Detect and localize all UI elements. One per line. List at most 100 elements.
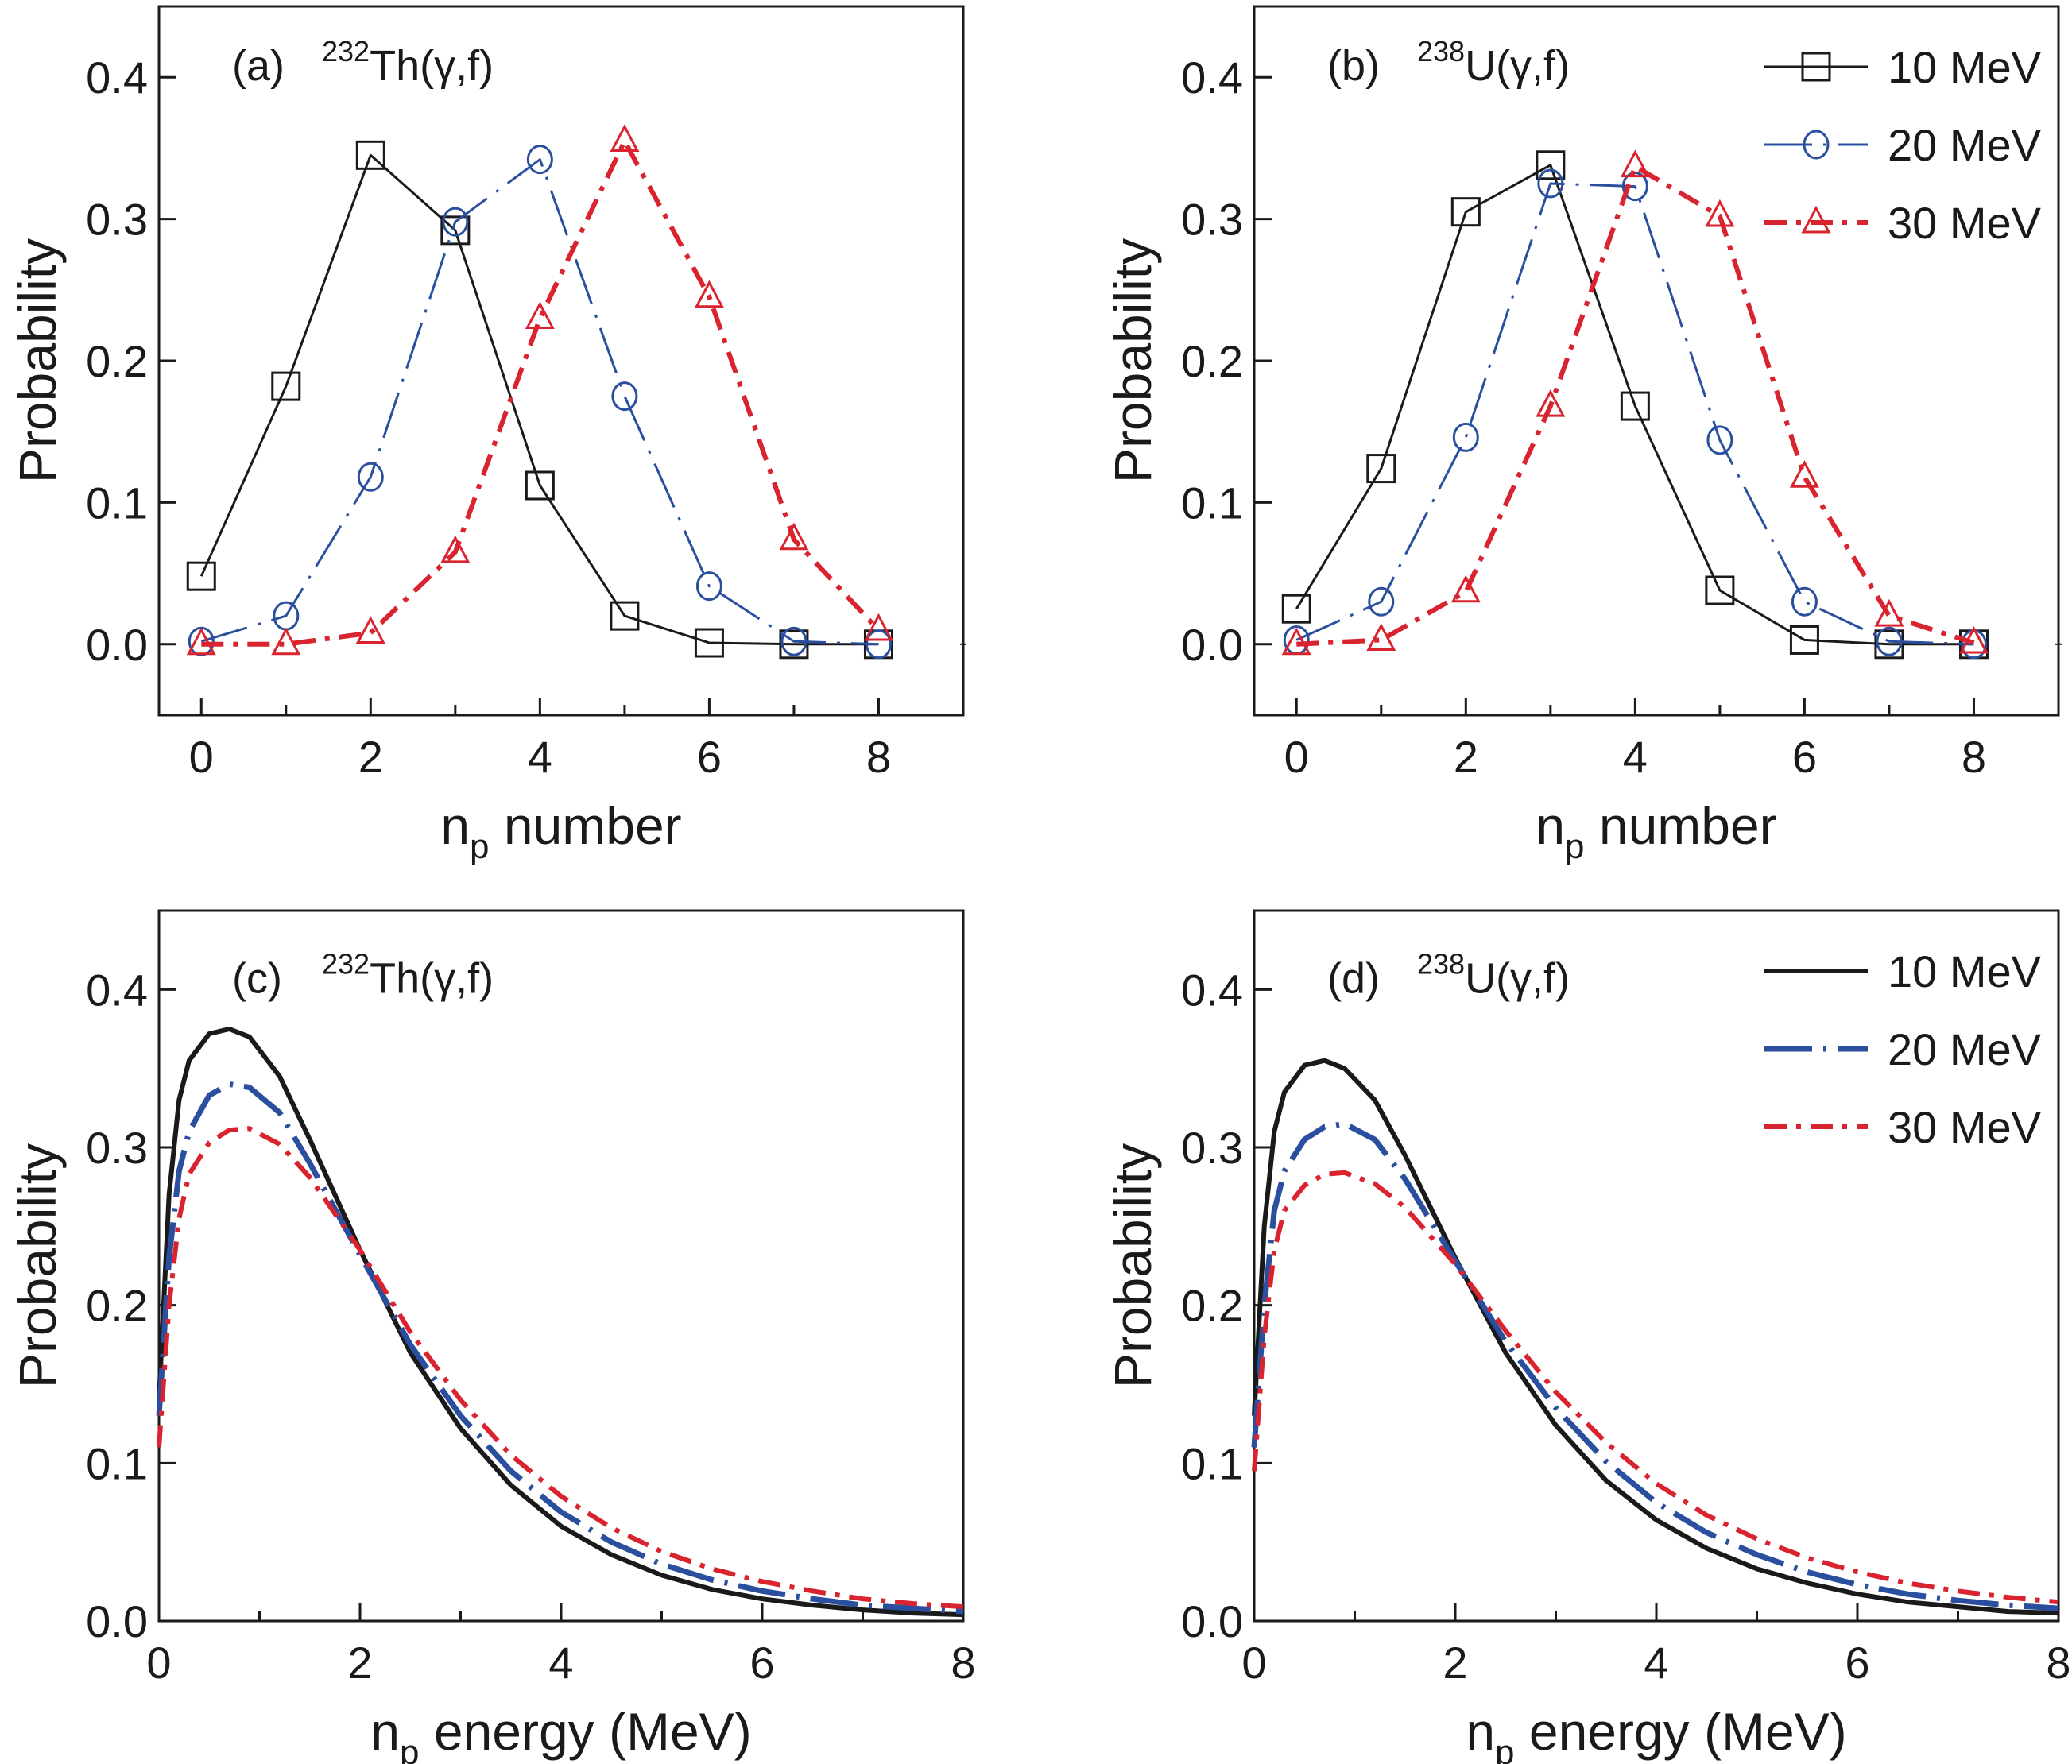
y-tick-label: 0.0 [1181,620,1243,670]
data-point-triangle [1620,149,1650,178]
data-point-square [779,629,809,660]
data-point-square [1789,625,1819,655]
reaction-mass-number: 238 [1417,947,1465,980]
data-point-triangle [1789,460,1819,488]
x-tick-label: 4 [1644,1638,1668,1688]
series-20-mev [156,1081,964,1615]
reaction-label: 238U(γ,f) [1417,35,1570,90]
y-tick-label: 0.0 [1181,1596,1243,1646]
x-tick-label: 0 [189,732,214,782]
reaction-label: 232Th(γ,f) [322,35,494,90]
series-10-mev [157,1027,964,1618]
x-axis-title-main: n [440,796,470,855]
legend-label: 30 MeV [1888,198,2042,248]
y-tick-label: 0.3 [86,1123,148,1173]
panel-label: (c) [232,954,282,1002]
series-line [156,1081,964,1615]
y-tick-label: 0.3 [86,195,148,245]
y-tick-label: 0.1 [86,1438,148,1488]
data-point-circle [1452,422,1479,452]
y-tick-label: 0.2 [86,336,148,386]
y-tick-label: 0.1 [86,478,148,528]
x-tick-label: 4 [528,732,552,782]
reaction-name: U(γ,f) [1465,42,1570,90]
panel-label: (a) [232,42,285,90]
data-point-triangle [1450,574,1481,603]
series-30-mev [157,1126,964,1610]
panel-c: 0.0 0.1 0.2 0.3 0.4 0 2 4 6 8 np energy (MeV) Proba… [8,909,976,1764]
x-tick-label: 0 [1284,732,1309,782]
data-point-triangle [1536,389,1566,417]
legend-label: 30 MeV [1888,1102,2042,1152]
data-point-triangle [694,280,724,308]
data-point-circle [1706,425,1733,455]
series-line [1252,1170,2059,1605]
x-tick-label: 2 [347,1638,372,1688]
x-axis-title: np number [1536,796,1776,866]
legend-marker-square [1801,52,1831,82]
data-point-square [1281,594,1311,624]
legend-label: 10 MeV [1888,42,2042,92]
x-tick-label: 2 [1443,1638,1467,1688]
legend: 10 MeV 20 MeV 30 MeV [1764,946,2042,1152]
data-point-circle [357,462,384,492]
panel-a: 0.0 0.1 0.2 0.3 0.4 0 2 4 6 8 np number Probability… [8,5,966,866]
x-axis-title-main: n [1466,1702,1495,1761]
panel-d: 0.0 0.1 0.2 0.3 0.4 0 2 4 6 8 np energy (MeV) Proba… [1103,909,2071,1764]
y-axis-title: Probability [8,238,67,483]
y-tick-label: 0.0 [86,1596,148,1646]
y-tick-label: 0.2 [86,1281,148,1331]
y-tick-label: 0.4 [86,52,148,103]
plot-frame [1253,5,2060,717]
data-point-circle [611,381,638,412]
x-tick-label: 6 [1845,1638,1869,1688]
data-point-triangle [1874,598,1904,627]
series-line [199,153,879,646]
data-point-square [1536,150,1566,180]
y-tick-label: 0.4 [86,965,148,1015]
series-20-mev [188,145,892,660]
data-point-triangle [1958,625,1989,654]
data-point-triangle [1705,199,1735,227]
y-tick-label: 0.4 [1181,965,1243,1015]
data-point-square [1705,575,1735,605]
x-tick-label: 8 [951,1638,975,1688]
series-line [201,138,881,647]
data-point-square [1874,629,1904,660]
x-axis-title-sub: p [1495,1733,1514,1764]
x-axis-title: np energy (MeV) [1466,1702,1846,1764]
x-tick-label: 2 [358,732,383,782]
reaction-label: 232Th(γ,f) [322,947,494,1002]
data-point-square [1366,454,1396,484]
data-point-circle [865,629,892,660]
x-tick-label: 8 [1962,732,1986,782]
series-line [200,158,879,646]
x-tick-label: 4 [1623,732,1648,782]
y-tick-label: 0.4 [1181,52,1243,103]
x-tick-label: 6 [1792,732,1817,782]
reaction-mass-number: 232 [322,947,370,980]
x-axis-title-rest: number [1585,796,1777,855]
data-point-circle [780,626,807,656]
y-axis-title: Probability [8,1143,67,1388]
legend-label: 10 MeV [1888,946,2042,996]
x-axis-title-sub: p [1565,827,1584,866]
plot-frame [157,5,965,717]
series-10-mev [1252,1058,2059,1616]
data-point-circle [1791,586,1818,617]
x-tick-label: 0 [146,1638,171,1688]
series-20-mev [1283,168,1987,660]
data-point-square [525,470,555,501]
x-tick-label: 0 [1241,1638,1266,1688]
data-point-square [1450,197,1481,227]
data-point-triangle [271,627,301,656]
x-tick-label: 8 [2046,1638,2070,1688]
panel-label: (d) [1327,954,1380,1002]
series-line [1296,164,1975,647]
data-point-triangle [779,522,809,551]
series-line [157,1126,964,1610]
series-line [1252,1058,2059,1616]
y-axis-title: Probability [1103,238,1162,483]
data-point-triangle [355,616,385,644]
series-10-mev [186,140,893,660]
